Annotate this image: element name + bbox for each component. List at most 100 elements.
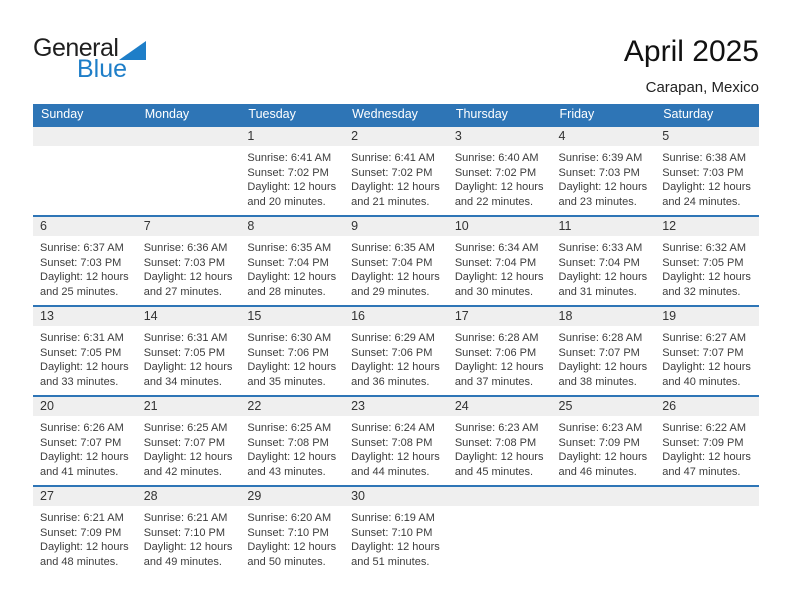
day-number: 19	[655, 307, 759, 326]
day-cell: 23 Sunrise: 6:24 AM Sunset: 7:08 PM Dayligh…	[344, 395, 448, 486]
day-number: 28	[136, 487, 241, 506]
page-subtitle: Carapan, Mexico	[645, 79, 759, 96]
daylight-text: Daylight: 12 hours	[247, 361, 337, 373]
daylight-text: Daylight: 12 hours	[662, 181, 751, 193]
weekday-header-friday: Friday	[551, 104, 656, 126]
sunrise-text: Sunrise: 6:26 AM	[40, 422, 124, 434]
sunrise-text: Sunrise: 6:28 AM	[558, 332, 643, 344]
daylight-text-cont: and 23 minutes.	[558, 195, 637, 208]
day-cell: 17 Sunrise: 6:28 AM Sunset: 7:06 PM Dayligh…	[447, 305, 552, 396]
daylight-text: Daylight: 12 hours	[662, 451, 751, 463]
sunrise-text: Sunrise: 6:20 AM	[247, 512, 332, 524]
sun-info: Sunrise: 6:22 AM Sunset: 7:09 PM Daylight:…	[655, 416, 759, 479]
sunset-text: Sunset: 7:09 PM	[558, 436, 640, 449]
weekday-header-sunday: Sunday	[33, 104, 137, 126]
day-number: 20	[33, 397, 137, 416]
daylight-text: Daylight: 12 hours	[454, 271, 544, 283]
daylight-text: Daylight: 12 hours	[40, 361, 129, 373]
sunrise-text: Sunrise: 6:31 AM	[143, 332, 228, 344]
daylight-text: Daylight: 12 hours	[247, 541, 337, 553]
daylight-text: Daylight: 12 hours	[558, 361, 648, 373]
daylight-text: Daylight: 12 hours	[351, 541, 440, 553]
sun-info: Sunrise: 6:25 AM Sunset: 7:08 PM Daylight:…	[240, 416, 344, 479]
sunrise-text: Sunrise: 6:21 AM	[143, 512, 228, 524]
day-number: 27	[33, 487, 137, 506]
day-number: 23	[344, 397, 448, 416]
daylight-text-cont: and 28 minutes.	[247, 285, 326, 298]
sunset-text: Sunset: 7:03 PM	[40, 256, 122, 269]
sunset-text: Sunset: 7:05 PM	[143, 346, 226, 359]
day-number: 14	[136, 307, 241, 326]
sunset-text: Sunset: 7:03 PM	[143, 256, 226, 269]
day-cell: 2 Sunrise: 6:41 AM Sunset: 7:02 PM Daylight…	[344, 125, 448, 216]
sunset-text: Sunset: 7:04 PM	[247, 256, 329, 269]
day-number: 29	[240, 487, 345, 506]
day-number	[33, 127, 137, 146]
sunrise-text: Sunrise: 6:35 AM	[351, 242, 435, 254]
empty-day-cell	[447, 485, 552, 576]
day-number: 7	[136, 217, 241, 236]
day-cell: 30 Sunrise: 6:19 AM Sunset: 7:10 PM Dayligh…	[344, 485, 448, 576]
daylight-text: Daylight: 12 hours	[143, 541, 233, 553]
day-cell: 1 Sunrise: 6:41 AM Sunset: 7:02 PM Daylight…	[240, 125, 345, 216]
page-title: April 2025	[623, 35, 759, 68]
week-row: 1 Sunrise: 6:41 AM Sunset: 7:02 PM Daylight…	[33, 125, 759, 216]
sun-info: Sunrise: 6:21 AM Sunset: 7:10 PM Daylight:…	[137, 506, 241, 569]
day-cell: 20 Sunrise: 6:26 AM Sunset: 7:07 PM Dayligh…	[33, 395, 137, 486]
daylight-text: Daylight: 12 hours	[351, 271, 440, 283]
day-cell: 13 Sunrise: 6:31 AM Sunset: 7:05 PM Dayligh…	[33, 305, 137, 396]
sunrise-text: Sunrise: 6:23 AM	[558, 422, 643, 434]
sunset-text: Sunset: 7:10 PM	[247, 526, 329, 539]
sunrise-text: Sunrise: 6:35 AM	[247, 242, 332, 254]
sun-info: Sunrise: 6:23 AM Sunset: 7:08 PM Daylight:…	[448, 416, 552, 479]
sunset-text: Sunset: 7:04 PM	[454, 256, 537, 269]
sun-info: Sunrise: 6:29 AM Sunset: 7:06 PM Daylight:…	[344, 326, 448, 389]
weekday-header-thursday: Thursday	[447, 104, 552, 126]
sunset-text: Sunset: 7:07 PM	[662, 346, 744, 359]
daylight-text-cont: and 33 minutes.	[40, 375, 119, 388]
sunset-text: Sunset: 7:04 PM	[351, 256, 433, 269]
daylight-text-cont: and 46 minutes.	[558, 465, 637, 478]
empty-day-cell	[655, 485, 759, 576]
sunset-text: Sunset: 7:03 PM	[558, 166, 640, 179]
sunset-text: Sunset: 7:04 PM	[558, 256, 640, 269]
day-number: 6	[33, 217, 137, 236]
sunrise-text: Sunrise: 6:25 AM	[247, 422, 332, 434]
sun-info: Sunrise: 6:33 AM Sunset: 7:04 PM Daylight:…	[552, 236, 656, 299]
day-cell: 15 Sunrise: 6:30 AM Sunset: 7:06 PM Dayligh…	[240, 305, 345, 396]
general-blue-logo: General Blue	[33, 34, 147, 82]
day-cell: 19 Sunrise: 6:27 AM Sunset: 7:07 PM Dayligh…	[655, 305, 759, 396]
logo-word-general: General	[33, 34, 119, 62]
day-number: 13	[33, 307, 137, 326]
daylight-text: Daylight: 12 hours	[40, 451, 129, 463]
daylight-text-cont: and 20 minutes.	[247, 195, 326, 208]
sunset-text: Sunset: 7:10 PM	[143, 526, 226, 539]
daylight-text-cont: and 42 minutes.	[143, 465, 222, 478]
sun-info: Sunrise: 6:34 AM Sunset: 7:04 PM Daylight:…	[448, 236, 552, 299]
day-cell: 21 Sunrise: 6:25 AM Sunset: 7:07 PM Dayligh…	[136, 395, 241, 486]
week-row: 6 Sunrise: 6:37 AM Sunset: 7:03 PM Daylight…	[33, 215, 759, 306]
weekday-header-wednesday: Wednesday	[344, 104, 448, 126]
daylight-text: Daylight: 12 hours	[351, 451, 440, 463]
sunset-text: Sunset: 7:06 PM	[454, 346, 537, 359]
day-cell: 4 Sunrise: 6:39 AM Sunset: 7:03 PM Daylight…	[551, 125, 656, 216]
sun-info: Sunrise: 6:31 AM Sunset: 7:05 PM Daylight:…	[137, 326, 241, 389]
day-cell: 7 Sunrise: 6:36 AM Sunset: 7:03 PM Daylight…	[136, 215, 241, 306]
daylight-text-cont: and 24 minutes.	[662, 195, 741, 208]
day-number: 8	[240, 217, 345, 236]
daylight-text: Daylight: 12 hours	[40, 541, 129, 553]
sunrise-text: Sunrise: 6:41 AM	[247, 152, 332, 164]
day-cell: 12 Sunrise: 6:32 AM Sunset: 7:05 PM Dayligh…	[655, 215, 759, 306]
sunrise-text: Sunrise: 6:40 AM	[454, 152, 539, 164]
daylight-text-cont: and 27 minutes.	[143, 285, 222, 298]
day-cell: 3 Sunrise: 6:40 AM Sunset: 7:02 PM Daylight…	[447, 125, 552, 216]
day-cell: 29 Sunrise: 6:20 AM Sunset: 7:10 PM Dayligh…	[240, 485, 345, 576]
sunrise-text: Sunrise: 6:32 AM	[662, 242, 746, 254]
weekday-header-saturday: Saturday	[655, 104, 759, 126]
sunset-text: Sunset: 7:05 PM	[662, 256, 744, 269]
sunset-text: Sunset: 7:09 PM	[662, 436, 744, 449]
sunset-text: Sunset: 7:08 PM	[454, 436, 537, 449]
daylight-text-cont: and 32 minutes.	[662, 285, 741, 298]
sunset-text: Sunset: 7:05 PM	[40, 346, 122, 359]
day-cell: 26 Sunrise: 6:22 AM Sunset: 7:09 PM Dayligh…	[655, 395, 759, 486]
